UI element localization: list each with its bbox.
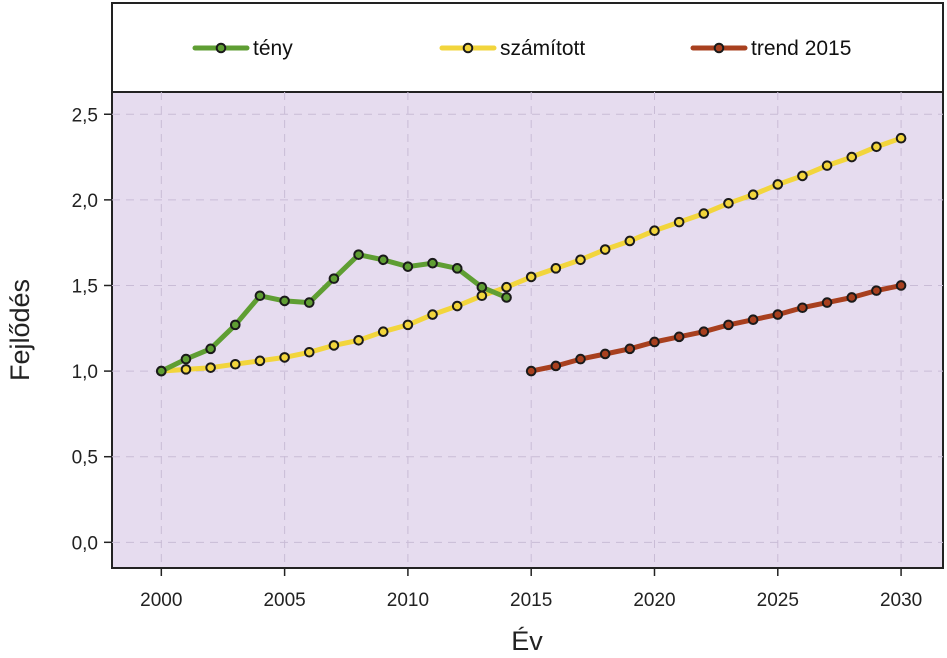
data-point [279, 352, 290, 363]
data-point [501, 292, 512, 303]
data-point [377, 326, 389, 338]
data-point [525, 365, 537, 377]
legend-marker [462, 42, 474, 54]
data-point [451, 300, 463, 312]
x-tick-label: 2005 [263, 590, 305, 611]
data-point [797, 302, 808, 314]
data-point [427, 309, 438, 320]
data-point [895, 132, 907, 144]
data-point [205, 362, 216, 373]
x-axis-title: Év [511, 626, 543, 656]
x-tick-label: 2020 [633, 590, 675, 611]
series-line [528, 283, 904, 374]
data-point [821, 297, 833, 308]
series-layer [156, 132, 907, 377]
data-point [550, 360, 562, 372]
data-point [698, 326, 710, 338]
data-point [476, 281, 488, 293]
data-point [649, 336, 660, 348]
data-point [377, 254, 389, 266]
data-point [451, 263, 463, 274]
data-point [254, 355, 266, 367]
y-tick-label: 1,5 [72, 276, 98, 297]
x-tick-label: 2025 [757, 590, 799, 611]
data-point [747, 314, 759, 326]
data-point [895, 280, 907, 291]
x-tick-label: 2030 [880, 590, 922, 611]
data-point [501, 281, 512, 293]
data-point [624, 343, 636, 355]
data-point [797, 170, 808, 182]
data-point [229, 319, 241, 331]
plot-area [111, 91, 944, 569]
data-point [871, 285, 882, 296]
data-point [772, 309, 784, 320]
data-point [673, 216, 685, 228]
data-point [180, 364, 192, 375]
data-point [550, 263, 562, 274]
data-point [427, 257, 438, 269]
data-point [599, 348, 611, 360]
data-point [328, 340, 340, 351]
y-tick-label: 1,0 [72, 362, 98, 383]
data-point [871, 141, 882, 153]
data-point [747, 189, 759, 201]
legend-marker [713, 42, 725, 54]
data-point [723, 197, 734, 209]
data-point [254, 290, 266, 302]
data-point [476, 290, 488, 302]
data-point [156, 365, 167, 377]
data-point [328, 273, 340, 284]
y-tick-label: 0,5 [72, 448, 98, 469]
data-point [772, 179, 784, 190]
y-tick-label: 0,0 [72, 533, 98, 554]
y-tick-label: 2,5 [72, 105, 98, 126]
y-tick-label: 2,0 [72, 191, 98, 212]
data-point [599, 244, 611, 255]
data-point [525, 271, 537, 283]
data-point [649, 225, 660, 236]
legend-box [111, 2, 944, 93]
data-point [673, 331, 685, 343]
data-point [229, 358, 241, 370]
legend-label: tény [253, 37, 293, 60]
x-tick-label: 2000 [140, 590, 182, 611]
x-tick-label: 2015 [510, 590, 552, 611]
data-point [723, 319, 734, 331]
legend-marker [215, 42, 227, 54]
data-point [821, 160, 833, 171]
data-point [353, 334, 364, 346]
data-point [698, 208, 710, 219]
x-tick-label: 2010 [387, 590, 429, 611]
y-axis-title: Fejlődés [5, 279, 35, 381]
data-point [303, 297, 315, 308]
legend-label: számított [500, 37, 585, 60]
data-point [205, 343, 216, 355]
data-point [180, 353, 192, 365]
legend-label: trend 2015 [751, 37, 851, 60]
data-point [575, 353, 586, 365]
data-point [303, 346, 315, 358]
data-point [353, 249, 364, 260]
data-point [402, 319, 414, 331]
data-point [575, 254, 586, 266]
legend: tény számított trend 2015 [192, 37, 851, 60]
data-point [624, 235, 636, 247]
data-point [402, 261, 414, 272]
axes: 2000 2005 2010 2015 2020 2025 2030 0,0 0,5 1,0 1,5… [72, 105, 923, 611]
data-point [846, 292, 858, 303]
data-point [279, 295, 290, 307]
data-point [846, 151, 858, 163]
